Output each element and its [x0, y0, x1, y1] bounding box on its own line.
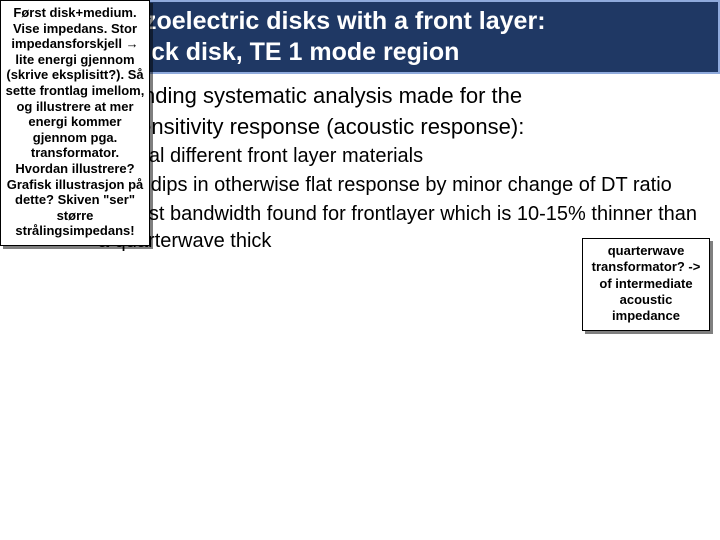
main-point-1b: source sensitivity response (acoustic re… [56, 113, 708, 142]
left-sticky-note: Først disk+medium. Vise impedans. Stor i… [0, 0, 150, 246]
title-line-1: zoelectric disks with a front layer: [144, 6, 708, 37]
right-sticky-note: quarterwave transformator? -> of interme… [582, 238, 710, 331]
title-line-2: ick disk, TE 1 mode region [144, 37, 708, 68]
bullet-1: – Several different front layer material… [80, 143, 708, 170]
bullet-2: – Avoid dips in otherwise flat response … [80, 172, 708, 199]
